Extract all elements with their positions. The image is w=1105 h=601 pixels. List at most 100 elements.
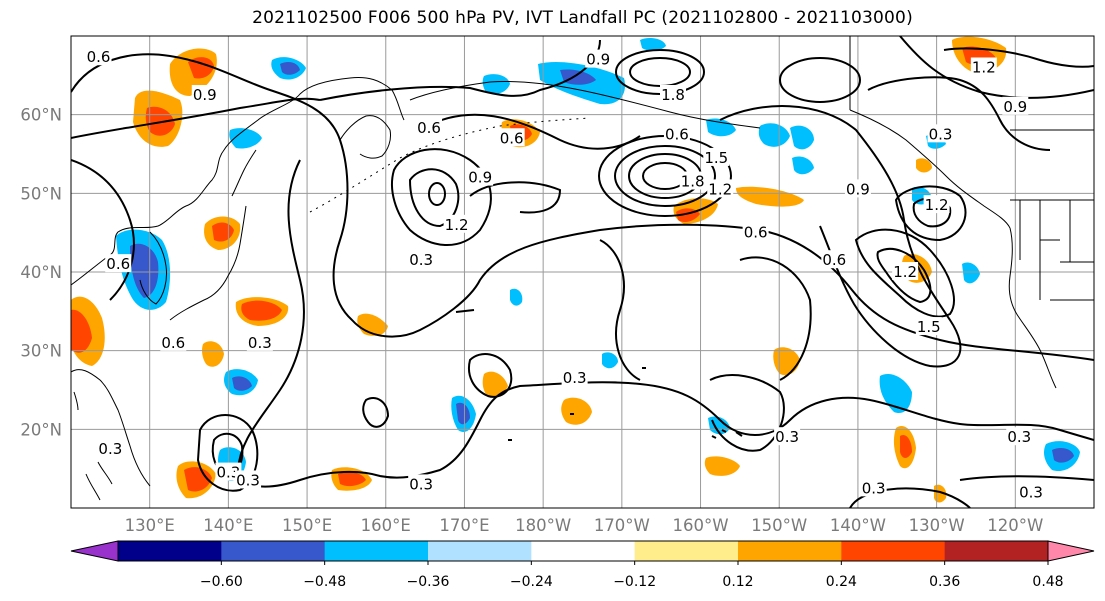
colorbar-segment xyxy=(118,541,222,561)
lat-tick-label: 20°N xyxy=(20,420,62,439)
contour-label-bg xyxy=(191,85,218,103)
contour-label-bg xyxy=(923,195,950,214)
contour-line xyxy=(876,247,932,304)
contour-line xyxy=(849,487,971,508)
colorbar-extend-low xyxy=(70,540,119,562)
coastline-asia xyxy=(71,77,405,487)
contour-line xyxy=(894,185,967,242)
contour-label: 0.3 xyxy=(1019,483,1043,501)
coastline-aleutians xyxy=(309,117,591,213)
lon-tick-label: 150°E xyxy=(282,516,332,535)
chart-title: 2021102500 F006 500 hPa PV, IVT Landfall… xyxy=(252,8,913,28)
colorbar-label: 0.48 xyxy=(1032,574,1063,590)
shade-blob xyxy=(482,74,510,94)
colorbar-label: 0.12 xyxy=(722,574,753,590)
contour-label-bg xyxy=(774,427,801,446)
contour-line xyxy=(867,76,1051,151)
contour-label: 0.9 xyxy=(846,180,870,198)
longitude-labels: 130°E 140°E 150°E 160°E 170°E 180°W 170°W 160°W… xyxy=(125,516,1044,535)
coastline-panhandle xyxy=(849,109,1011,229)
shade-blob xyxy=(338,472,366,487)
contour-label-bg xyxy=(235,470,262,489)
contour-label: 0.6 xyxy=(665,125,689,143)
coastline-kamchatka xyxy=(339,115,391,159)
contour-line xyxy=(71,159,135,301)
lon-tick-label: 140°W xyxy=(830,516,886,535)
contour-line xyxy=(719,105,962,368)
lat-tick-label: 50°N xyxy=(20,184,62,203)
latitude-labels: 20°N 30°N 40°N 50°N 60°N xyxy=(20,106,62,440)
colorbar-frame xyxy=(117,540,1049,562)
shade-blob xyxy=(130,243,159,298)
shade-blob xyxy=(640,38,666,51)
contour-label-bg xyxy=(679,171,706,190)
contour-label-bg xyxy=(97,439,124,457)
contour-line xyxy=(468,353,513,398)
shade-blob xyxy=(900,434,912,458)
contour-label-bg xyxy=(844,179,871,198)
contour-label: 1.2 xyxy=(445,216,469,234)
contour-line xyxy=(854,228,955,318)
coastline-korea xyxy=(139,231,167,305)
contour-line xyxy=(419,113,641,150)
colorbar-extend-high xyxy=(1047,540,1095,562)
contour-label: 0.3 xyxy=(929,125,953,143)
contour-label: 0.3 xyxy=(248,334,272,352)
lon-tick-label: 150°W xyxy=(751,516,807,535)
contour-label-bg xyxy=(443,214,470,233)
contour-label: 1.5 xyxy=(704,149,728,167)
contour-label-bg xyxy=(915,317,942,336)
contour-label-bg xyxy=(860,478,887,497)
shade-blob xyxy=(790,125,814,150)
contour-label: 0.9 xyxy=(193,86,217,104)
contour-label: 0.6 xyxy=(161,334,185,352)
contour-line xyxy=(709,374,785,452)
contour-label: 0.9 xyxy=(468,169,492,187)
contour-label-bg xyxy=(160,332,187,351)
colorbar-label: −0.60 xyxy=(200,574,243,590)
contour-line xyxy=(959,475,1094,481)
contour-label-bg xyxy=(585,49,612,68)
shade-blob xyxy=(560,69,596,85)
lon-tick-label: 130°E xyxy=(125,516,175,535)
shade-blob xyxy=(736,186,804,207)
contour-label-bg xyxy=(408,250,435,269)
shade-blob xyxy=(561,397,592,425)
colorbar-segment xyxy=(944,541,1049,561)
contour-line xyxy=(319,39,601,101)
contour-label-bg xyxy=(707,179,734,198)
coastline-na-west xyxy=(1008,227,1057,389)
contour-label: 0.6 xyxy=(417,119,441,137)
contour-label-bg xyxy=(821,250,848,269)
coastline-hawaii xyxy=(711,429,743,439)
shade-blob xyxy=(184,467,212,492)
contour-label: 1.2 xyxy=(972,58,996,76)
contour-label-bg xyxy=(467,167,494,186)
lon-tick-label: 130°W xyxy=(909,516,965,535)
contour-label-bg xyxy=(416,118,443,137)
contour-label: 0.3 xyxy=(236,471,260,489)
contour-label-bg xyxy=(246,332,273,351)
colorbar-segment xyxy=(738,541,842,561)
contour-label-bg xyxy=(659,85,686,103)
coastlines xyxy=(71,36,1094,501)
contour-line xyxy=(943,47,1094,68)
coastline-taiwan xyxy=(73,391,79,411)
shade-blob xyxy=(456,402,470,425)
contour-label: 0.3 xyxy=(409,475,433,493)
lat-tick-label: 40°N xyxy=(20,263,62,282)
shade-blob xyxy=(1052,448,1074,463)
lon-tick-label: 160°E xyxy=(361,516,411,535)
contour-line xyxy=(779,57,861,103)
contour-label-bg xyxy=(742,222,769,241)
contour-label-bg xyxy=(561,368,588,387)
shade-blob xyxy=(241,300,282,321)
contour-label-bg xyxy=(892,262,919,280)
colorbar-segment xyxy=(428,541,532,561)
contour-label: 0.6 xyxy=(106,255,130,273)
contour-label: 1.8 xyxy=(681,173,705,191)
shade-blob xyxy=(916,158,932,173)
contour-label-bg xyxy=(498,128,525,147)
contour-label-bg xyxy=(1006,427,1033,446)
contour-label: 0.6 xyxy=(822,251,846,269)
